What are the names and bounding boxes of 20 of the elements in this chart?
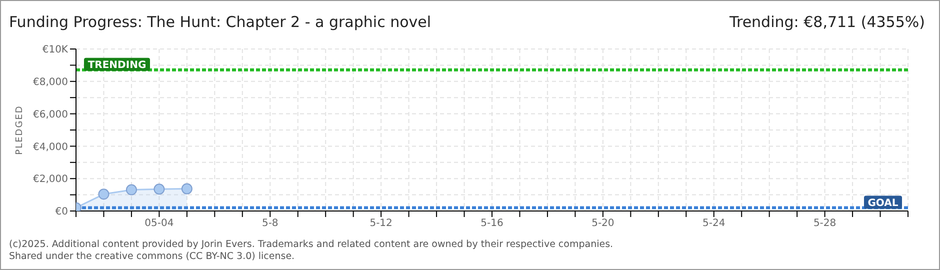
y-tick-label: €6,000 [33,109,68,120]
y-axis-title: PLEDGED [15,105,26,155]
y-tick-label: €0 [55,206,68,218]
y-tick-label: €4,000 [33,142,68,153]
x-tick-label: 5-24 [702,218,726,230]
text: (c)2025. Additional content provided by Jorin Evers. Trademarks and related content are owned by their respective companies. [9,239,614,251]
y-tick-label: €10K [42,44,68,56]
x-tick-label: 5-16 [480,218,504,230]
x-tick-label: 5-28 [813,218,836,230]
x-tick-label: 5-8 [262,218,278,230]
ref-line-label: GOAL [868,198,899,209]
ref-line-label: TRENDING [88,60,146,71]
y-tick-label: €2,000 [33,174,68,186]
x-tick-label: 5-12 [370,218,392,230]
x-tick-label: 05-04 [144,218,174,230]
text: Shared under the creative commons (CC BY-NC 3.0) license. [9,251,296,263]
x-tick-label: 5-20 [592,218,614,230]
chart-title: Funding Progress: The Hunt: Chapter 2 - a graphic novel [9,13,432,31]
y-tick-label: €8,000 [33,76,68,88]
chart-subtitle: Trending: €8,711 (4355%) [730,13,925,31]
